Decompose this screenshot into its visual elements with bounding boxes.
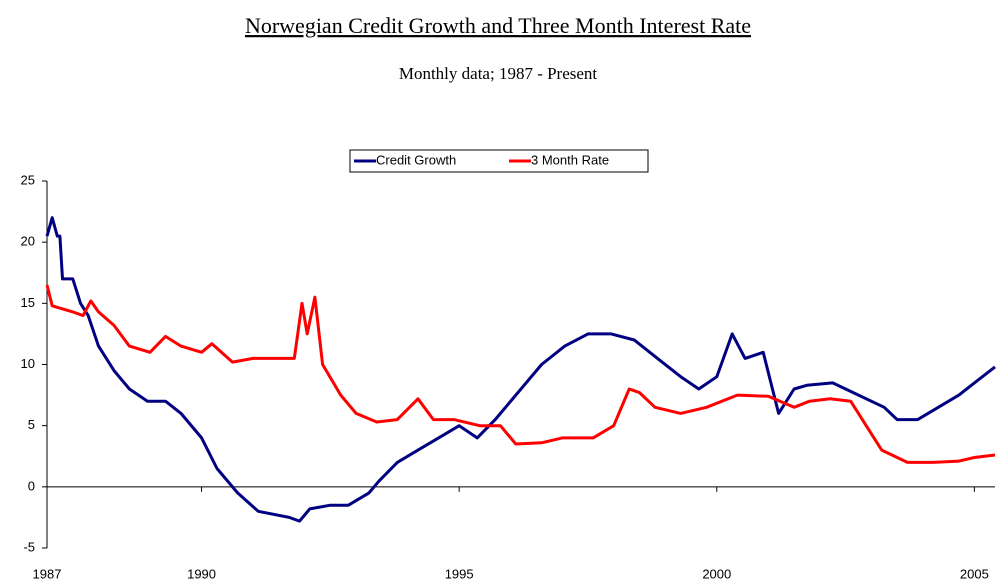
y-tick-label: 20 — [21, 234, 35, 249]
y-tick-label: -5 — [23, 539, 35, 554]
y-tick-label: 5 — [28, 417, 35, 432]
legend-label: Credit Growth — [376, 152, 456, 167]
x-tick-label: 1987 — [33, 566, 62, 581]
x-tick-label: 1995 — [445, 566, 474, 581]
series-line — [45, 216, 996, 523]
series-line — [45, 284, 996, 464]
x-tick-label: 1990 — [187, 566, 216, 581]
y-tick-label: 0 — [28, 478, 35, 493]
y-tick-label: 25 — [21, 172, 35, 187]
y-tick-label: 15 — [21, 295, 35, 310]
x-tick-label: 2005 — [960, 566, 989, 581]
chart-subtitle: Monthly data; 1987 - Present — [399, 64, 598, 83]
chart-title: Norwegian Credit Growth and Three Month … — [245, 13, 751, 38]
y-tick-label: 10 — [21, 356, 35, 371]
legend-box — [349, 149, 649, 173]
x-tick-label: 2000 — [702, 566, 731, 581]
legend-label: 3 Month Rate — [531, 152, 609, 167]
